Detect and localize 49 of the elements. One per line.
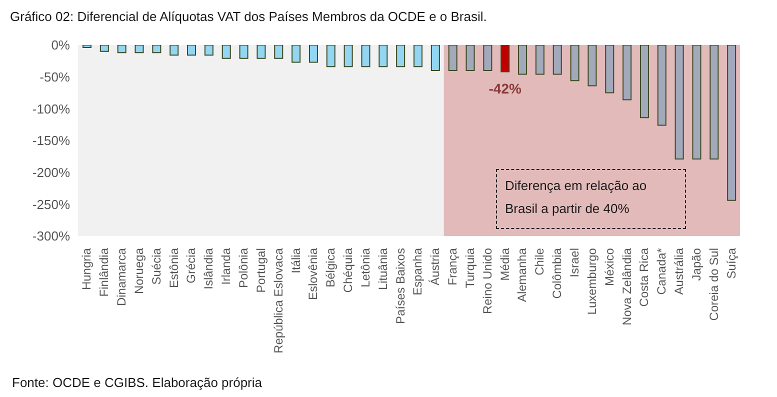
y-tick-label: 0% [51, 38, 70, 53]
x-tick-label: França [446, 248, 460, 286]
x-tick-label: Canada* [654, 248, 669, 295]
y-tick-label: -100% [32, 101, 70, 116]
x-tick-label: Eslovênia [306, 248, 320, 300]
x-tick-label: Israel [568, 248, 582, 278]
x-tick-label: Bélgica [324, 248, 338, 288]
x-tick-label: Luxemburgo [584, 248, 599, 315]
x-tick-label: Japão [689, 248, 704, 281]
y-tick-label: -250% [32, 196, 70, 212]
x-tick-label: Austrália [672, 248, 686, 295]
x-tick-label: Reino Unido [480, 248, 494, 314]
x-tick-label: República Eslovaca [271, 248, 286, 354]
x-tick-label: Alemanha [515, 248, 530, 302]
y-tick-label: -150% [32, 133, 70, 148]
x-tick-label: Colômbia [550, 248, 564, 299]
x-tick-label: Noruega [132, 248, 146, 294]
x-tick-label: Suíça [724, 248, 738, 279]
x-tick-label: Suécia [149, 248, 164, 285]
x-tick-label: Dinamarca [114, 248, 129, 306]
x-tick-label: Estônia [166, 248, 181, 288]
x-tick-label: Irlanda [219, 248, 234, 285]
x-tick-label: Coreia do Sul [706, 248, 721, 321]
y-tick-label: -200% [32, 164, 70, 180]
x-tick-label: Áustria [428, 248, 442, 286]
x-tick-label: Chile [532, 248, 547, 276]
x-tick-label: Itália [288, 248, 303, 274]
x-tick-label: Grécia [184, 248, 198, 284]
data-label: -42% [488, 80, 522, 97]
x-tick-label: Lituânia [376, 248, 390, 290]
x-tick-label: Costa Rica [637, 248, 652, 307]
x-tick-label: Média [498, 248, 512, 281]
y-tick-label: -50% [40, 69, 70, 84]
x-tick-label: Nova Zelândia [620, 248, 634, 326]
x-tick-label: Finlândia [97, 248, 112, 297]
x-tick-label: Islândia [202, 248, 216, 290]
x-tick-label: México [602, 248, 616, 286]
x-tick-label: Países Baixos [393, 248, 408, 324]
x-tick-label: Hungria [80, 248, 94, 290]
chart-title: Gráfico 02: Diferencial de Alíquotas VAT dos Países Membros da OCDE e o Brasil. [10, 9, 487, 24]
x-tick-label: Polônia [236, 248, 250, 288]
source-note: Fonte: OCDE e CGIBS. Elaboração própria [12, 375, 262, 390]
x-tick-label: Letônia [358, 248, 372, 288]
x-tick-label: Turquia [462, 248, 477, 288]
x-tick-label: Portugal [254, 248, 268, 293]
x-tick-label: Chéquia [341, 248, 356, 293]
x-tick-label: Espanha [410, 248, 425, 296]
y-tick-label: -300% [32, 228, 70, 244]
note-box: Diferença em relação ao Brasil a partir de 40% [496, 169, 686, 229]
